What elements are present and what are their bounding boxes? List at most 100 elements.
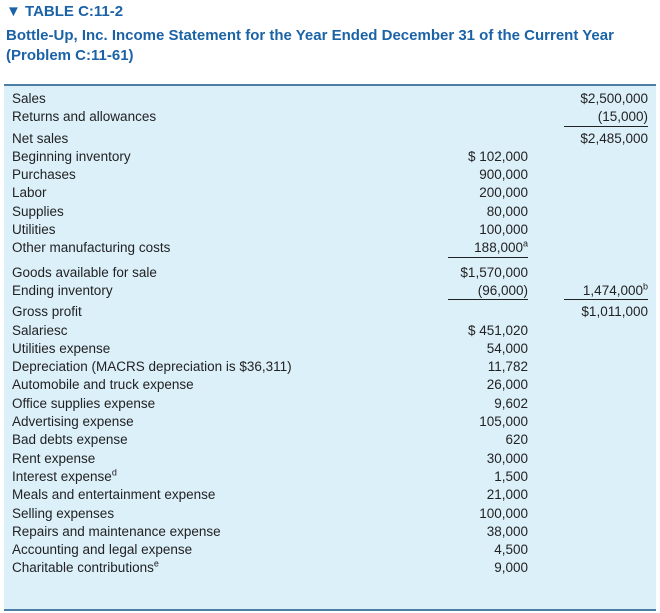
amount-cell-text: $ 451,020 (467, 322, 528, 338)
row-label: Bad debts expense (12, 431, 448, 449)
amount-cell (448, 108, 528, 126)
table-row: Accounting and legal expense 4,500 (12, 541, 648, 559)
row-label-text: Charitable contributions (12, 560, 154, 576)
row-label: Rent expense (12, 450, 448, 468)
table-row: Depreciation (MACRS depreciation is $36,… (12, 358, 648, 376)
amount-cell (448, 303, 528, 321)
amount-cell-text: 100,000 (479, 222, 528, 238)
amount-cell-text: 188,000 (474, 240, 523, 256)
row-label-text: Accounting and legal expense (12, 542, 193, 558)
row-label: Gross profit (12, 303, 448, 321)
amount-cell-text: $ 102,000 (467, 148, 528, 164)
amount-cell: 100,000 (448, 221, 528, 239)
amount-cell: 11,782 (448, 358, 528, 376)
table-row: Meals and entertainment expense 21,000 (12, 486, 648, 504)
amount-cell: (96,000) (448, 282, 528, 301)
income-table: Sales $2,500,000 Returns and allowances (15… (4, 84, 656, 611)
amount-cell-text: 38,000 (486, 523, 528, 539)
total-cell (564, 322, 648, 340)
row-label: Beginning inventory (12, 148, 448, 166)
amount-cell: $1,570,000 (448, 264, 528, 282)
row-label-text: Meals and entertainment expense (12, 487, 216, 503)
amount-cell-text: 900,000 (479, 167, 528, 183)
total-cell (564, 541, 648, 559)
row-label-text: Selling expenses (12, 505, 115, 521)
amount-cell-text: (96,000) (477, 282, 528, 298)
row-label: Automobile and truck expense (12, 376, 448, 394)
footnote-mark: d (111, 467, 117, 478)
total-cell: $2,485,000 (564, 130, 648, 148)
table-row: Repairs and maintenance expense 38,000 (12, 523, 648, 541)
amount-cell: 26,000 (448, 376, 528, 394)
row-label: Ending inventory (12, 282, 448, 300)
table-row: Ending inventory (96,000) 1,474,000b (12, 282, 648, 301)
total-cell-text: $2,485,000 (580, 130, 648, 146)
table-row: Labor 200,000 (12, 184, 648, 202)
total-cell (564, 340, 648, 358)
amount-cell-text: 200,000 (479, 185, 528, 201)
amount-cell: 80,000 (448, 203, 528, 221)
table-row: Charitable contributionse 9,000 (12, 559, 648, 577)
amount-cell-text: 21,000 (486, 487, 528, 503)
table-row: Beginning inventory $ 102,000 (12, 148, 648, 166)
row-label: Charitable contributionse (12, 559, 448, 577)
total-cell (564, 450, 648, 468)
row-label-text: Automobile and truck expense (12, 377, 194, 393)
amount-cell-text: 9,602 (494, 395, 528, 411)
amount-cell-text: 105,000 (479, 414, 528, 430)
total-cell: $2,500,000 (564, 90, 648, 108)
amount-cell: $ 102,000 (448, 148, 528, 166)
row-label-text: Purchases (12, 167, 76, 183)
row-label: Utilities expense (12, 340, 448, 358)
amount-cell-text: 1,500 (494, 468, 528, 484)
row-label: Other manufacturing costs (12, 239, 448, 257)
total-cell (564, 184, 648, 202)
row-label-text: Supplies (12, 203, 64, 219)
amount-cell: 1,500 (448, 468, 528, 486)
amount-cell-text: 54,000 (486, 340, 528, 356)
amount-cell: 9,602 (448, 395, 528, 413)
total-cell (564, 221, 648, 239)
total-cell-text: $1,011,000 (581, 304, 648, 320)
amount-cell: 105,000 (448, 413, 528, 431)
table-row: Other manufacturing costs 188,000a (12, 239, 648, 258)
amount-cell-text: 4,500 (494, 542, 528, 558)
row-label: Salariesc (12, 322, 448, 340)
total-cell (564, 413, 648, 431)
amount-cell: 38,000 (448, 523, 528, 541)
total-cell (564, 431, 648, 449)
total-cell (564, 468, 648, 486)
row-label-text: Utilities (12, 222, 56, 238)
total-cell: $1,011,000 (564, 303, 648, 321)
row-label: Advertising expense (12, 413, 448, 431)
row-label-text: Net sales (12, 130, 69, 146)
amount-cell: 188,000a (448, 239, 528, 258)
row-label-text: Interest expense (12, 468, 112, 484)
table-row: Utilities expense 54,000 (12, 340, 648, 358)
row-label: Selling expenses (12, 505, 448, 523)
amount-cell-text: 9,000 (494, 560, 528, 576)
total-cell (564, 395, 648, 413)
row-label-text: Advertising expense (12, 414, 134, 430)
amount-cell (448, 130, 528, 148)
row-label: Utilities (12, 221, 448, 239)
table-row: Advertising expense 105,000 (12, 413, 648, 431)
amount-cell-text: 620 (505, 432, 528, 448)
total-cell (564, 358, 648, 376)
row-label-text: Rent expense (12, 450, 96, 466)
row-label-text: Returns and allowances (12, 109, 157, 125)
table-row: Rent expense 30,000 (12, 450, 648, 468)
row-label: Repairs and maintenance expense (12, 523, 448, 541)
table-row: Net sales $2,485,000 (12, 130, 648, 148)
row-label: Office supplies expense (12, 395, 448, 413)
row-label-text: Office supplies expense (12, 395, 156, 411)
row-label: Meals and entertainment expense (12, 486, 448, 504)
table-label: ▼ TABLE C:11-2 (6, 3, 124, 20)
amount-cell: 54,000 (448, 340, 528, 358)
total-cell: 1,474,000b (564, 282, 648, 301)
amount-cell: 4,500 (448, 541, 528, 559)
total-cell-text: 1,474,000 (582, 282, 643, 298)
row-label-text: Salariesc (12, 322, 68, 338)
total-cell-text: (15,000) (597, 109, 648, 125)
amount-cell: 21,000 (448, 486, 528, 504)
